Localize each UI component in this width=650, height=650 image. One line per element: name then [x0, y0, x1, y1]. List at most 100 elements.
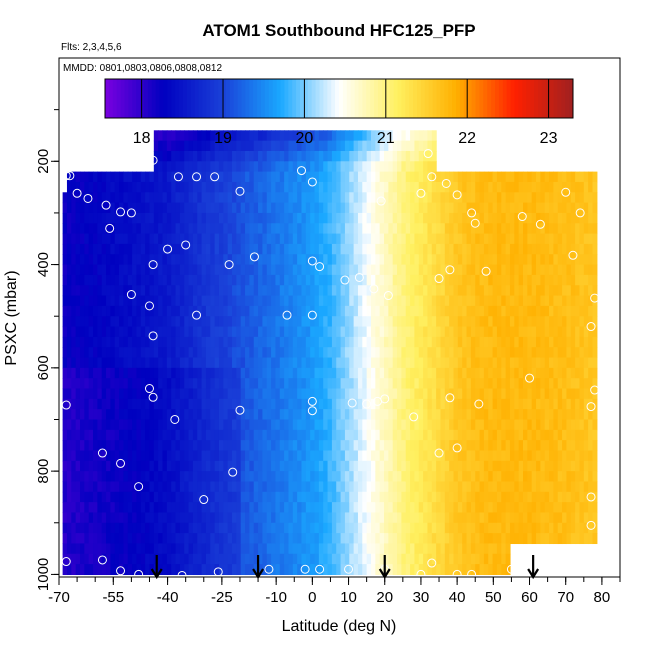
- heat-cell-851: [153, 481, 159, 493]
- heat-cell-635: [132, 305, 138, 317]
- heat-cell-2268: [297, 460, 303, 472]
- heat-cell-399: [106, 285, 111, 297]
- heat-cell-825: [153, 212, 159, 224]
- heat-cell-3866: [462, 378, 468, 390]
- heat-cell-3371: [410, 305, 416, 317]
- heat-cell-4207: [501, 274, 507, 286]
- heat-cell-555: [123, 285, 129, 297]
- heat-cell-2723: [344, 274, 350, 286]
- heat-cell-1996: [271, 316, 277, 328]
- heat-cell-2065: [279, 140, 285, 152]
- heat-cell-4031: [479, 471, 485, 483]
- heat-cell-201: [84, 254, 90, 266]
- heat-cell-2606: [331, 398, 337, 410]
- heat-cell-709: [140, 264, 146, 276]
- heat-cell-803: [149, 429, 155, 441]
- heat-cell-2435: [314, 409, 320, 421]
- heat-cell-3074: [379, 347, 385, 359]
- heat-cell-4774: [566, 491, 572, 503]
- heat-cell-1831: [253, 388, 259, 400]
- heat-cell-944: [162, 553, 168, 565]
- heat-cell-395: [106, 243, 111, 255]
- heat-cell-156: [79, 192, 85, 204]
- heat-cell-2514: [323, 336, 329, 348]
- heat-cell-2954: [366, 440, 372, 452]
- heat-cell-613: [127, 481, 133, 493]
- heat-cell-3556: [427, 440, 433, 452]
- heat-cell-730: [140, 481, 146, 493]
- heat-cell-1881: [258, 460, 263, 472]
- heat-cell-4837: [575, 398, 581, 410]
- heat-cell-1647: [236, 264, 242, 276]
- heat-cell-706: [140, 233, 146, 245]
- heat-cell-4390: [523, 243, 528, 255]
- heat-cell-3425: [414, 419, 420, 431]
- heat-cell-4680: [557, 264, 563, 276]
- heat-cell-4931: [588, 254, 594, 266]
- heat-cell-3786: [453, 357, 459, 369]
- heat-cell-924: [162, 347, 168, 359]
- heat-cell-1833: [253, 409, 259, 421]
- heat-cell-3360: [410, 192, 416, 204]
- heat-cell-2422: [314, 274, 320, 286]
- heat-cell-1712: [240, 491, 246, 503]
- heat-cell-1743: [245, 367, 250, 379]
- heat-cell-3232: [397, 202, 402, 214]
- heat-cell-754: [145, 326, 151, 338]
- heat-cell-1077: [179, 150, 185, 162]
- heat-cell-2032: [275, 243, 281, 255]
- heat-cell-1945: [266, 233, 272, 245]
- heat-cell-2232: [292, 533, 298, 545]
- heat-cell-3401: [414, 171, 420, 183]
- heat-cell-3912: [466, 450, 472, 462]
- heat-cell-2963: [366, 533, 372, 545]
- heat-cell-620: [127, 553, 133, 565]
- heat-cell-3992: [475, 471, 481, 483]
- heat-cell-4515: [536, 419, 541, 431]
- heat-cell-840: [153, 367, 159, 379]
- heat-cell-4216: [501, 367, 507, 379]
- heat-cell-4775: [566, 502, 572, 514]
- heat-cell-608: [127, 429, 133, 441]
- heat-cell-3761: [449, 502, 455, 514]
- heat-cell-4695: [557, 419, 563, 431]
- heat-cell-3435: [414, 522, 420, 534]
- heat-cell-1285: [197, 522, 203, 534]
- heat-cell-130: [75, 326, 81, 338]
- heat-cell-2326: [305, 171, 311, 183]
- heat-cell-3101: [384, 181, 389, 193]
- heat-cell-4204: [501, 243, 507, 255]
- heat-cell-4922: [583, 533, 589, 545]
- heat-cell-30: [62, 502, 68, 514]
- heat-cell-1679: [240, 150, 246, 162]
- heat-cell-4554: [540, 450, 546, 462]
- heat-cell-4069: [483, 460, 489, 472]
- heat-cell-1130: [184, 254, 190, 266]
- heat-cell-3432: [414, 491, 420, 503]
- heat-cell-2270: [297, 481, 303, 493]
- heat-cell-2407: [310, 564, 316, 576]
- heat-cell-2168: [288, 316, 294, 328]
- heat-cell-103: [71, 450, 77, 462]
- heat-cell-1154: [184, 502, 190, 514]
- heat-cell-2891: [362, 233, 368, 245]
- heat-cell-1254: [197, 202, 203, 214]
- heat-cell-1283: [197, 502, 203, 514]
- heat-cell-4727: [562, 378, 568, 390]
- heat-cell-4907: [583, 378, 589, 390]
- heat-cell-3239: [397, 274, 402, 286]
- heat-cell-1145: [184, 409, 190, 421]
- heat-cell-4379: [518, 502, 524, 514]
- heat-cell-3568: [427, 564, 433, 576]
- heat-cell-4611: [549, 295, 554, 307]
- heat-cell-189: [79, 533, 85, 545]
- heat-cell-1905: [262, 264, 268, 276]
- heat-cell-1384: [210, 212, 216, 224]
- heat-cell-691: [136, 481, 142, 493]
- heat-cell-29: [62, 491, 68, 503]
- heat-cell-1259: [197, 254, 203, 266]
- heat-cell-4376: [518, 471, 524, 483]
- heat-cell-1524: [223, 326, 229, 338]
- heat-cell-2876: [357, 522, 363, 534]
- heat-cell-3417: [414, 336, 420, 348]
